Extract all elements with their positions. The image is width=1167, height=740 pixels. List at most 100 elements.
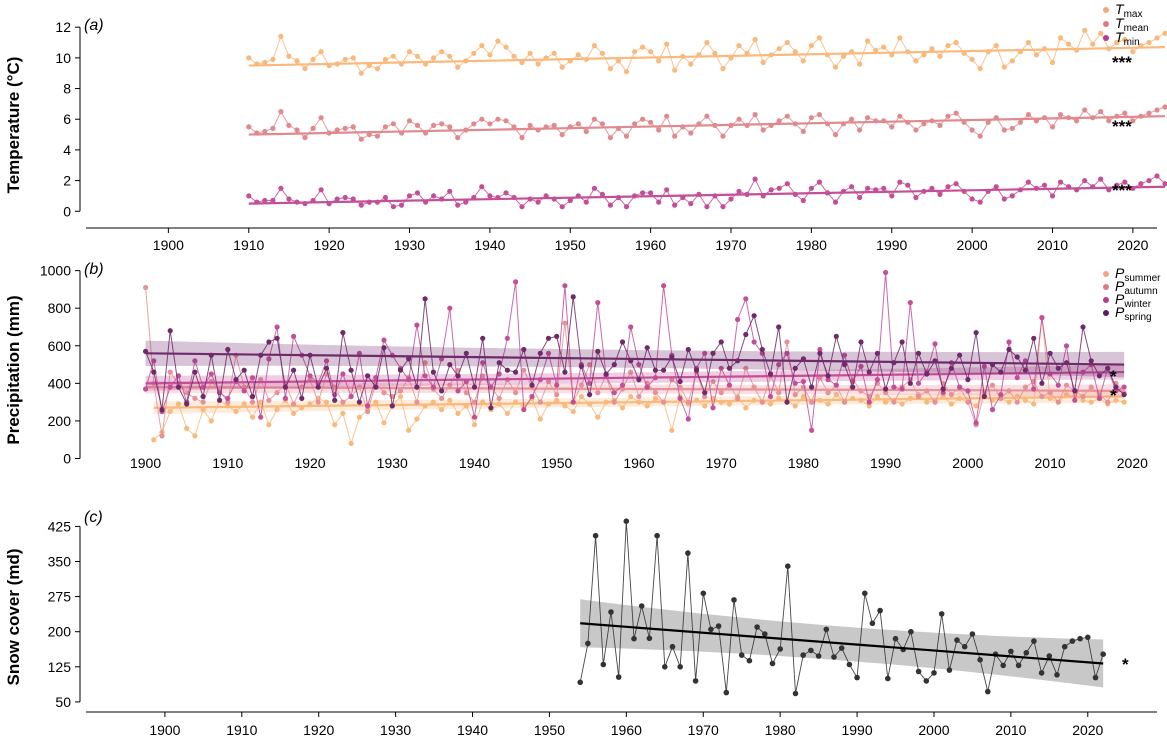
data-point-tmean bbox=[1154, 107, 1160, 113]
data-point-tmax bbox=[1082, 27, 1088, 33]
data-point-psummer bbox=[184, 425, 190, 431]
data-point-pautumn bbox=[225, 399, 231, 405]
data-point-tmax bbox=[623, 69, 630, 75]
data-point-pspring bbox=[874, 350, 881, 356]
data-point-snow bbox=[646, 635, 653, 642]
data-point-snow bbox=[961, 643, 968, 650]
data-point-pautumn bbox=[463, 390, 469, 396]
data-point-pwinter bbox=[1039, 315, 1045, 321]
data-point-psummer bbox=[356, 414, 362, 420]
data-point-snow bbox=[846, 661, 853, 668]
data-point-tmin bbox=[479, 184, 485, 190]
data-point-pautumn bbox=[784, 339, 790, 345]
data-point-tmin bbox=[688, 201, 694, 207]
significance-label: * bbox=[1110, 386, 1117, 405]
data-point-tmax bbox=[1009, 58, 1015, 64]
data-point-tmean bbox=[607, 135, 614, 141]
significance-label: *** bbox=[1112, 53, 1132, 72]
data-point-tmean bbox=[358, 136, 364, 142]
data-point-tmin bbox=[599, 191, 606, 197]
y-tick-label: 200 bbox=[48, 413, 72, 429]
significance-label: * bbox=[1122, 655, 1129, 674]
data-point-tmax bbox=[1114, 39, 1120, 46]
data-point-pwinter bbox=[677, 395, 683, 401]
data-point-tmean bbox=[784, 113, 790, 119]
data-point-pwinter bbox=[430, 384, 436, 390]
trend-line-tmean bbox=[248, 115, 1166, 136]
data-point-pspring bbox=[1055, 365, 1061, 371]
data-point-tmean bbox=[704, 113, 710, 119]
data-point-psummer bbox=[554, 397, 560, 403]
data-point-psummer bbox=[1022, 397, 1028, 403]
data-point-psummer bbox=[332, 422, 338, 428]
data-point-pwinter bbox=[151, 358, 157, 364]
data-point-tmean bbox=[849, 116, 855, 122]
data-point-tmax bbox=[270, 56, 276, 63]
data-point-tmin bbox=[953, 181, 959, 187]
data-point-tmin bbox=[913, 194, 919, 201]
data-point-tmin bbox=[736, 188, 742, 194]
data-point-psummer bbox=[767, 401, 774, 407]
data-point-pspring bbox=[693, 367, 700, 373]
data-point-pwinter bbox=[858, 363, 864, 369]
data-point-psummer bbox=[1113, 397, 1119, 403]
data-point-psummer bbox=[455, 410, 461, 416]
data-point-pautumn bbox=[1014, 399, 1020, 405]
data-point-psummer bbox=[414, 416, 420, 422]
data-point-tmean bbox=[310, 125, 316, 131]
x-tick-label: 1960 bbox=[635, 237, 666, 253]
data-point-snow bbox=[915, 668, 922, 675]
data-point-pspring bbox=[710, 350, 716, 356]
data-point-pspring bbox=[587, 392, 593, 398]
data-point-pautumn bbox=[891, 399, 897, 405]
data-point-tmin bbox=[905, 182, 911, 188]
data-point-pspring bbox=[661, 367, 667, 373]
data-point-tmax bbox=[527, 50, 533, 56]
data-point-tmean bbox=[246, 124, 252, 130]
data-point-pwinter bbox=[817, 346, 823, 353]
data-point-tmean bbox=[897, 113, 903, 119]
data-point-pspring bbox=[1047, 350, 1053, 356]
data-point-snow bbox=[700, 590, 707, 597]
data-point-pautumn bbox=[825, 390, 831, 396]
data-point-psummer bbox=[1080, 397, 1086, 403]
data-point-pspring bbox=[1039, 380, 1045, 386]
data-point-tmin bbox=[672, 202, 678, 208]
data-point-tmax bbox=[672, 67, 678, 73]
data-point-tmax bbox=[1122, 36, 1128, 43]
data-point-tmin bbox=[382, 194, 388, 201]
data-point-pwinter bbox=[414, 322, 420, 328]
data-point-snow bbox=[1092, 674, 1099, 681]
data-point-pautumn bbox=[422, 360, 428, 366]
data-point-pspring bbox=[200, 393, 206, 400]
data-point-pwinter bbox=[274, 324, 280, 330]
data-point-pautumn bbox=[1063, 382, 1070, 388]
data-point-pwinter bbox=[915, 380, 922, 386]
data-point-tmin bbox=[768, 187, 774, 193]
data-point-tmin bbox=[929, 185, 935, 191]
data-point-tmean bbox=[720, 133, 726, 139]
data-point-tmean bbox=[382, 124, 388, 130]
x-tick-label: 1940 bbox=[474, 237, 505, 253]
data-point-tmin bbox=[648, 190, 654, 196]
y-tick-label: 6 bbox=[63, 111, 71, 127]
data-point-pspring bbox=[850, 384, 856, 390]
data-point-pspring bbox=[817, 350, 823, 356]
data-point-tmean bbox=[439, 121, 445, 127]
data-point-pautumn bbox=[249, 399, 256, 405]
data-point-pwinter bbox=[143, 386, 149, 392]
data-point-tmax bbox=[294, 58, 300, 64]
data-point-pwinter bbox=[1113, 388, 1119, 394]
data-point-tmin bbox=[881, 185, 887, 191]
panel-label-b: (b) bbox=[84, 261, 104, 278]
x-tick-label: 1970 bbox=[715, 237, 746, 253]
data-point-pwinter bbox=[1063, 343, 1070, 349]
data-point-pwinter bbox=[307, 373, 313, 379]
data-point-tmin bbox=[607, 202, 614, 208]
data-point-tmin bbox=[447, 188, 453, 194]
data-point-pspring bbox=[406, 356, 412, 362]
data-point-snow bbox=[931, 670, 937, 676]
data-point-snow bbox=[1046, 653, 1053, 659]
data-point-pspring bbox=[883, 386, 889, 392]
data-point-pspring bbox=[619, 339, 626, 345]
